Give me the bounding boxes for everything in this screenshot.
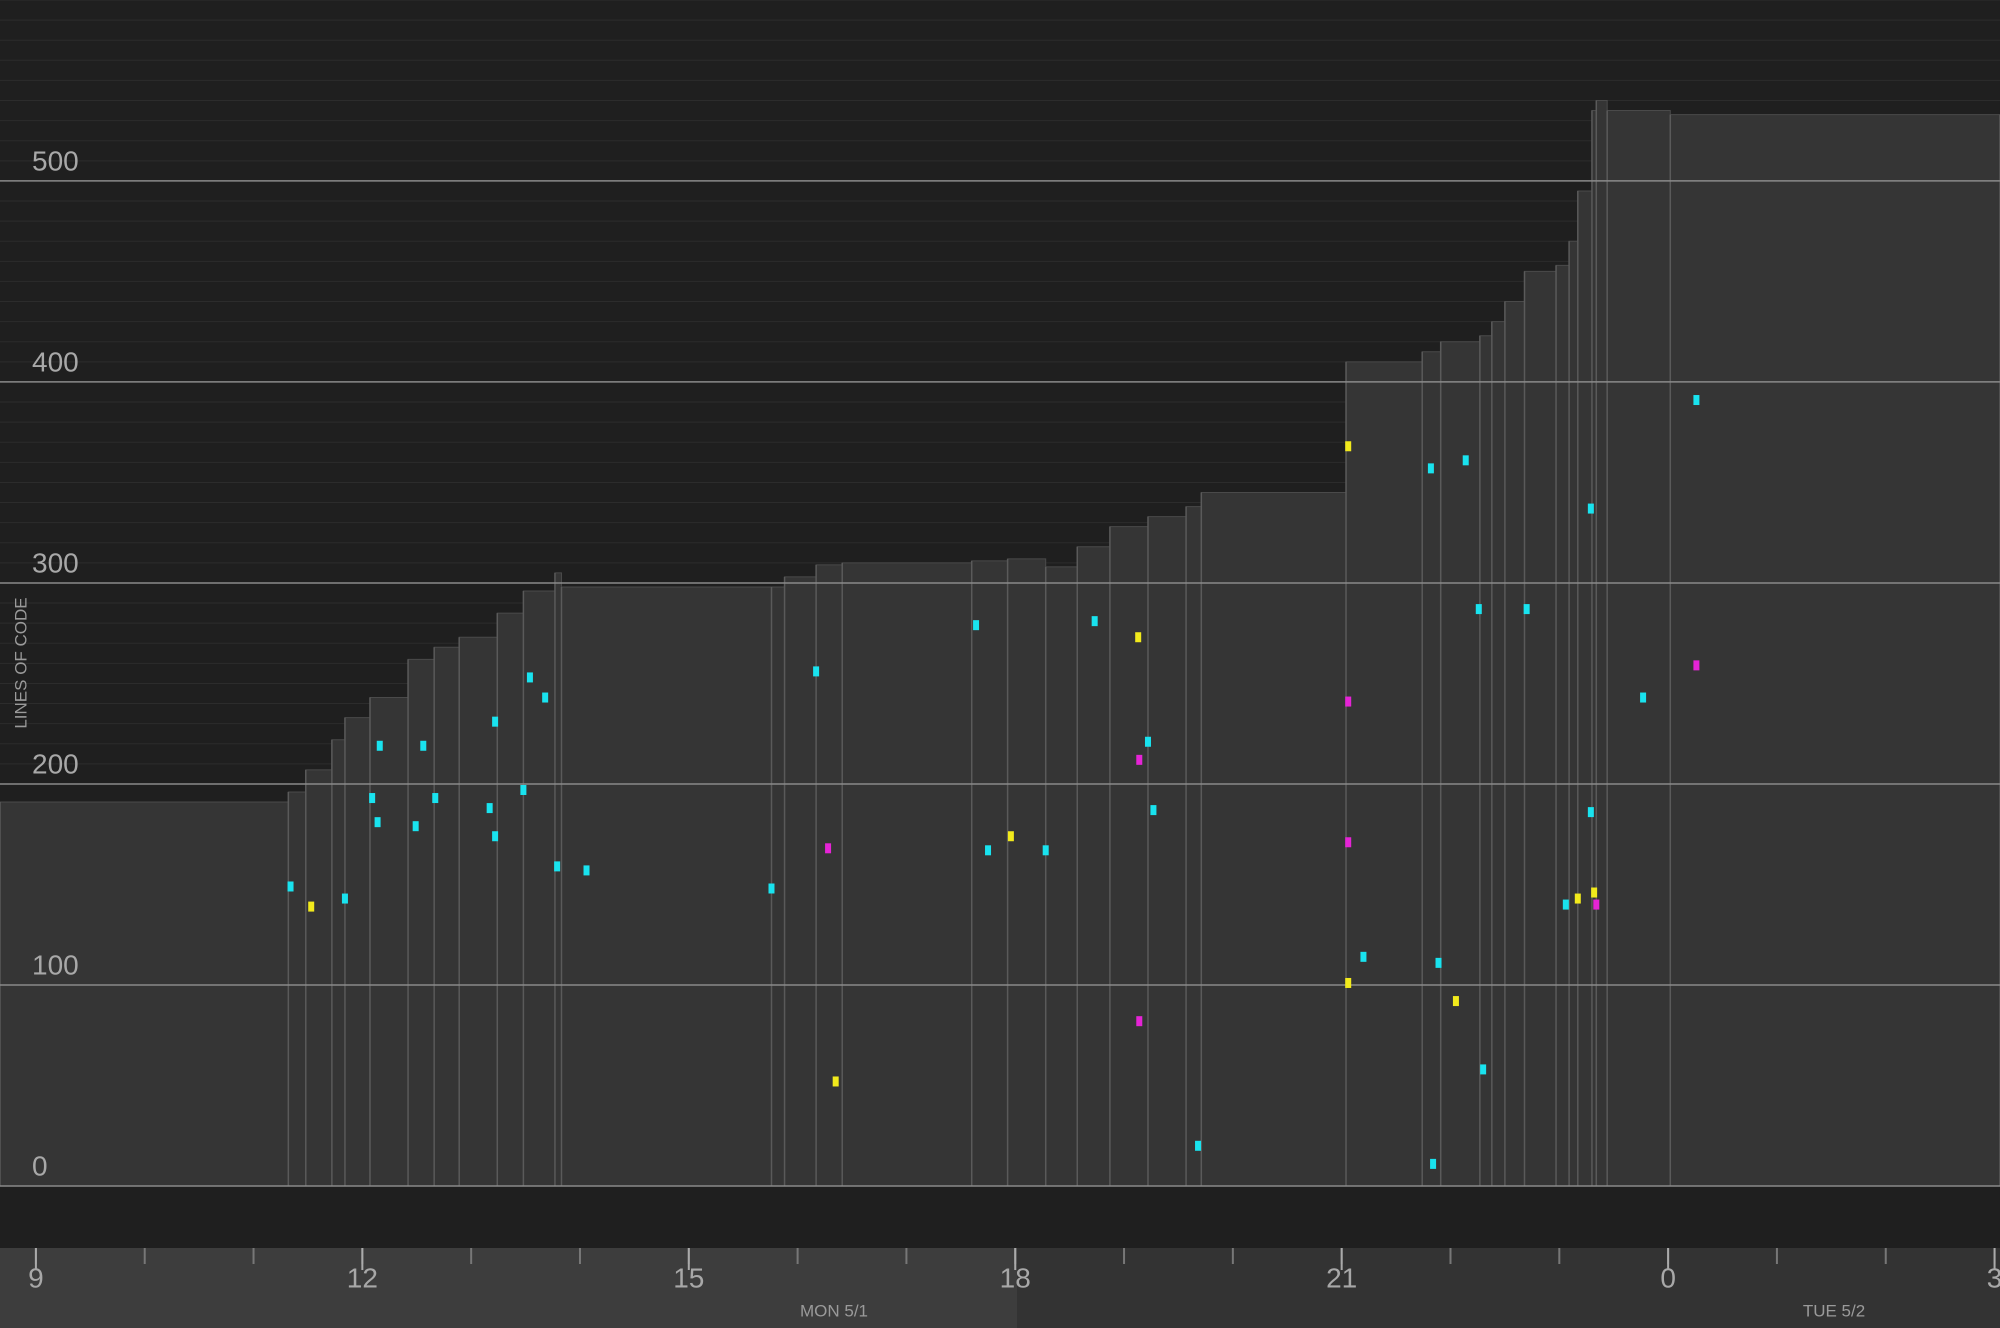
edit-mark (492, 831, 499, 842)
edit-mark (376, 740, 383, 751)
x-tick-label: 0 (1660, 1262, 1676, 1293)
edit-mark (985, 845, 992, 856)
edit-mark (1042, 845, 1049, 856)
edit-mark (486, 803, 493, 814)
y-axis-label: LINES OF CODE (11, 597, 30, 728)
plot-area: 0 100 200 300 400 500 (0, 0, 2000, 1187)
edit-mark (1144, 736, 1151, 747)
date-label: MON 5/1 (800, 1301, 868, 1320)
edit-mark (554, 861, 561, 872)
edit-mark (813, 666, 820, 677)
y-tick-label: 100 (32, 949, 79, 980)
x-tick-label: 9 (28, 1262, 44, 1293)
edit-mark (1593, 899, 1600, 910)
edit-mark (412, 821, 419, 832)
edit-mark (308, 901, 315, 912)
edit-mark (1427, 463, 1434, 474)
edit-mark (1360, 951, 1367, 962)
edit-mark (1136, 1016, 1143, 1027)
edit-mark (1475, 604, 1482, 615)
edit-mark (1430, 1158, 1437, 1169)
y-tick-label: 300 (32, 547, 79, 578)
y-tick-label: 200 (32, 748, 79, 779)
edit-mark (1150, 805, 1157, 816)
edit-mark (1345, 696, 1352, 707)
edit-mark (520, 784, 527, 795)
edit-mark (1591, 887, 1598, 898)
edit-mark (1452, 996, 1459, 1007)
x-tick-label: 18 (1000, 1262, 1031, 1293)
edit-mark (526, 672, 533, 683)
edit-mark (432, 793, 439, 804)
x-tick-label: 21 (1326, 1262, 1357, 1293)
edit-mark (583, 865, 590, 876)
edit-mark (369, 793, 376, 804)
edit-mark (1345, 837, 1352, 848)
y-tick-label: 500 (32, 145, 79, 176)
edit-mark (1574, 893, 1581, 904)
edit-mark (1640, 692, 1647, 703)
edit-mark (1091, 616, 1098, 627)
y-tick-label: 400 (32, 346, 79, 377)
edit-mark (1562, 899, 1569, 910)
edit-mark (287, 881, 294, 892)
edit-mark (1345, 441, 1352, 452)
edit-mark (1693, 395, 1700, 406)
edit-mark (768, 883, 775, 894)
date-label: TUE 5/2 (1803, 1301, 1865, 1320)
edit-mark (492, 716, 499, 727)
edit-mark (374, 817, 381, 828)
edit-mark (1136, 754, 1143, 765)
edit-mark (1462, 455, 1469, 466)
edit-mark (1480, 1064, 1487, 1075)
x-tick-label: 12 (347, 1262, 378, 1293)
edit-mark (832, 1076, 839, 1087)
edit-mark (1693, 660, 1700, 671)
edit-mark (1587, 503, 1594, 514)
edit-mark (1435, 957, 1442, 968)
y-tick-label: 0 (32, 1150, 48, 1181)
edit-mark (1195, 1140, 1202, 1151)
x-tick-label: 15 (673, 1262, 704, 1293)
edit-mark (1345, 977, 1352, 988)
edit-mark (973, 620, 980, 631)
edit-mark (420, 740, 427, 751)
edit-mark (341, 893, 348, 904)
edit-mark (1007, 831, 1014, 842)
x-tick-label: 3 (1987, 1262, 2000, 1293)
edit-mark (1135, 632, 1142, 643)
edit-mark (542, 692, 549, 703)
edit-mark (1523, 604, 1530, 615)
edit-mark (825, 843, 832, 854)
edit-mark (1587, 807, 1594, 818)
axis-strip-day (0, 1248, 1017, 1328)
